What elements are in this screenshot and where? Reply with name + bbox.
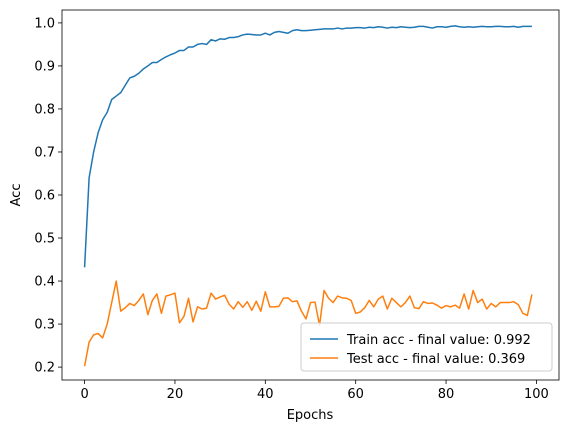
- x-axis-ticks: 0 20 40 60 80 100: [80, 380, 549, 402]
- legend-box: [300, 322, 553, 372]
- x-tick-label: 100: [524, 387, 549, 402]
- y-tick-label: 0.6: [34, 189, 55, 204]
- y-axis-label: Acc: [9, 184, 24, 207]
- y-tick-label: 0.4: [34, 275, 55, 290]
- y-axis-ticks: 0.2 0.3 0.4 0.5 0.6 0.7 0.8 0.9 1.0: [34, 16, 62, 376]
- y-tick-label: 0.7: [34, 145, 55, 160]
- x-tick-label: 40: [257, 387, 274, 402]
- legend-label-test: Test acc - final value: 0.369: [346, 352, 525, 367]
- x-tick-label: 20: [167, 387, 184, 402]
- y-tick-label: 0.2: [34, 361, 55, 376]
- y-tick-label: 0.8: [34, 102, 55, 117]
- series-lines: [83, 25, 533, 367]
- legend-label-train: Train acc - final value: 0.992: [346, 333, 531, 348]
- y-tick-label: 0.5: [34, 232, 55, 247]
- test-acc-line: [83, 280, 533, 367]
- x-tick-label: 0: [80, 387, 88, 402]
- y-tick-label: 0.9: [34, 59, 55, 74]
- y-tick-label: 0.3: [34, 318, 55, 333]
- x-axis-label: Epochs: [287, 408, 334, 423]
- x-tick-label: 80: [438, 387, 455, 402]
- legend: Train acc - final value: 0.992 Test acc …: [300, 322, 553, 372]
- y-tick-label: 1.0: [34, 16, 55, 31]
- x-tick-label: 60: [347, 387, 364, 402]
- train-acc-line: [83, 25, 532, 268]
